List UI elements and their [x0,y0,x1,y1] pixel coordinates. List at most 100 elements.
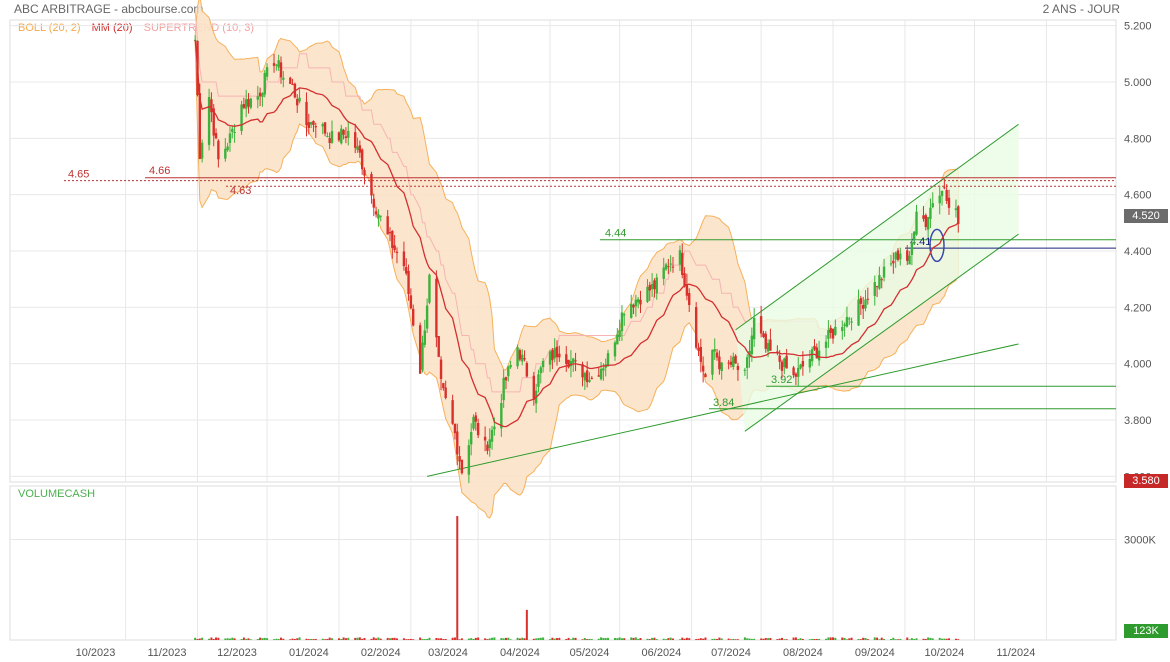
volume-bar [665,639,668,640]
candle-body [272,63,276,66]
volume-bar [444,638,447,640]
candle-body [662,267,665,279]
candle-body [289,77,292,84]
moving-average-line [194,39,959,428]
volume-bar [247,638,250,640]
volume-bar [523,638,526,640]
candle-body [198,93,202,159]
candle-body [688,293,691,306]
volume-bar [620,638,623,640]
volume-bar [307,639,310,640]
candle-body [200,142,204,159]
candle-body [358,145,362,153]
volume-bar [878,639,881,640]
volume-bar [697,638,700,640]
volume-bar [780,637,783,640]
volume-bar [699,638,702,640]
candle-body [444,387,447,399]
volume-bar [370,638,373,640]
candle-body [476,422,480,436]
candle-body [488,439,491,449]
volume-bar [569,639,572,640]
volume-bar [321,638,324,640]
y-tick-label: 4.400 [1124,246,1152,258]
volume-bar [326,638,329,640]
volume-bar [785,639,788,640]
candle-body [460,459,464,474]
candle-body [421,342,424,370]
volume-panel-frame [9,485,1117,641]
x-tick-label: 08/2024 [783,647,823,659]
trendline-upper [735,123,1019,331]
candle-body [606,353,610,366]
volume-bar [794,637,797,640]
candle-body [769,339,772,351]
volume-bar [405,639,408,640]
volume-bar [565,638,568,640]
volume-bar [484,638,487,640]
volume-bar [586,639,589,640]
candle-body [588,379,591,382]
volume-bar [212,638,215,640]
volume-bar [818,638,821,640]
volume-bar [535,638,538,640]
volume-bar [409,638,412,640]
candle-body [910,242,914,255]
volume-bar [291,638,294,640]
candle-body [727,362,730,364]
trendline-lower [744,233,1019,432]
volume-bar [477,637,480,640]
candle-body [541,360,545,368]
volume-bar [419,637,422,640]
volume-bar [377,637,380,640]
x-tick-label: 07/2024 [711,647,751,659]
volume-bar [375,638,378,640]
volume-bar [532,638,535,640]
volume-bar [655,639,658,640]
candle-body [599,368,603,380]
volume-bar [539,637,542,640]
candle-body [500,403,503,429]
volume-bar [924,638,927,640]
candle-body [411,308,415,326]
volume-bar [196,639,199,640]
volume-bar [913,639,916,640]
volume-bar [848,638,851,640]
candle-body [743,369,747,371]
candle-body [797,367,800,377]
volume-bar [602,638,605,640]
candle-body [423,330,426,345]
candle-body [653,280,656,290]
volume-bar [743,637,746,640]
period-label[interactable]: 2 ANS - JOUR [1042,2,1120,16]
volume-bar [556,638,559,640]
candle-body [282,77,285,80]
candle-body [752,317,756,340]
volume-bar [553,638,556,640]
candle-body [363,169,366,176]
volume-bar [486,639,489,640]
candle-body [713,349,716,352]
volume-bar [273,639,276,640]
x-tick-label: 10/2023 [76,647,116,659]
volume-bar [943,638,946,640]
candle-body [746,357,749,368]
volume-bar [748,638,751,640]
candle-body [242,104,246,108]
candle-body [551,350,554,361]
candle-body [402,251,406,267]
candle-body [405,267,408,274]
candle-body [354,132,357,148]
volume-bar [549,639,552,640]
volume-bar [808,639,811,640]
candle-body [409,295,413,309]
volume-bar [927,637,930,640]
candle-body [356,146,359,150]
volume-bar [386,637,389,640]
candle-body [924,215,928,228]
volume-bar [683,638,686,640]
candle-body [943,187,946,189]
volume-bar [797,639,800,640]
candle-body [859,298,863,304]
